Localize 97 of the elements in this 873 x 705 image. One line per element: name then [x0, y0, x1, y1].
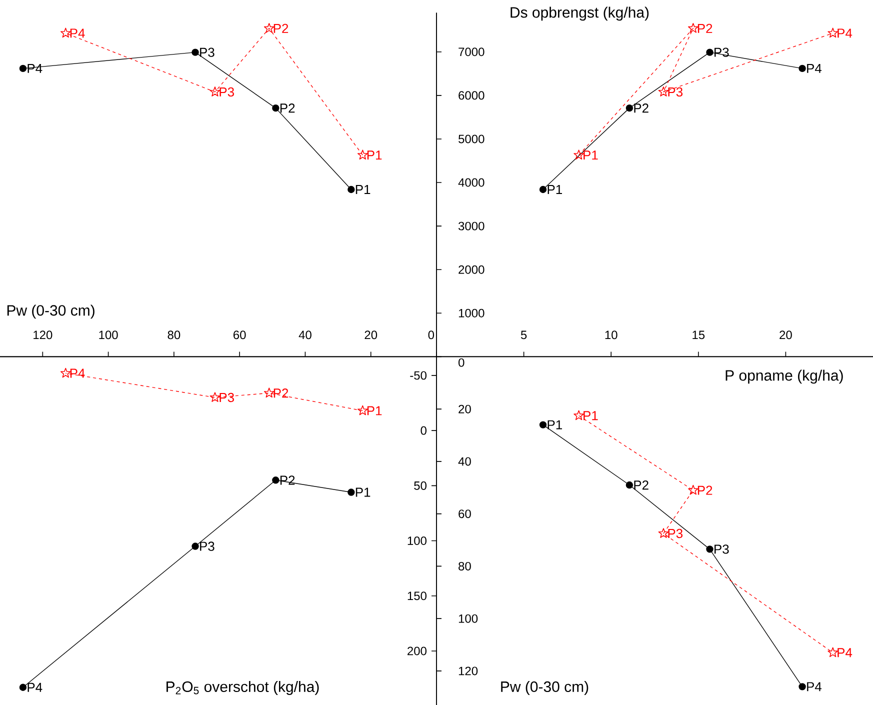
- y-axis-title: P$_{2}$O$_{5}$ overschot (kg/ha): [166, 681, 319, 695]
- point: [192, 48, 199, 56]
- annotation: P1: [367, 150, 382, 160]
- y-tick-label: 3000: [458, 222, 484, 230]
- point: [60, 368, 71, 378]
- point: [828, 28, 838, 38]
- y-tick-label: 50: [414, 481, 426, 490]
- point: [658, 86, 669, 96]
- annotation: P2: [280, 104, 295, 113]
- annotation: P2: [634, 104, 648, 113]
- x-axis-title: Pw (0-30 cm): [7, 304, 94, 319]
- x-tick-label: 15: [692, 330, 705, 340]
- point: [348, 186, 355, 194]
- annotation: P3: [668, 528, 683, 538]
- point: [264, 388, 274, 398]
- annotation: P1: [548, 420, 562, 430]
- point: [539, 186, 547, 194]
- annotation: P4: [28, 682, 42, 692]
- point: [626, 104, 634, 112]
- point: [798, 683, 806, 690]
- annotation: P2: [698, 486, 712, 495]
- y-tick-label: 100: [458, 614, 478, 623]
- y-tick-label: 150: [408, 592, 426, 600]
- annotation: P4: [70, 28, 85, 38]
- y-tick-label: -50: [410, 371, 426, 380]
- y-tick-label: 4000: [458, 178, 484, 187]
- point: [626, 481, 634, 489]
- x-tick-label: 80: [168, 330, 180, 340]
- x-tick-label: 20: [780, 330, 792, 340]
- y-tick-label: 40: [458, 457, 471, 466]
- point: [60, 28, 71, 38]
- y-tick-label: 120: [458, 666, 478, 676]
- point: [264, 22, 274, 33]
- point: [358, 405, 368, 416]
- y-tick-label: 2000: [458, 265, 484, 274]
- annotation: P2: [274, 24, 288, 33]
- point: [688, 484, 698, 495]
- point: [19, 64, 27, 72]
- y-tick-label: 200: [408, 646, 426, 656]
- x-tick-label: 120: [34, 330, 52, 340]
- y-tick-label: 6000: [458, 91, 484, 100]
- x-tick-label: 40: [298, 330, 312, 340]
- point: [192, 542, 199, 550]
- annotation: P1: [356, 185, 370, 194]
- x-tick-label: 10: [605, 330, 618, 340]
- point: [348, 488, 355, 496]
- annotation: P3: [200, 542, 214, 551]
- y-axis-title: Pw (0-30 cm): [501, 681, 588, 695]
- annotation: P3: [714, 544, 729, 554]
- point: [574, 150, 584, 160]
- annotation: P2: [634, 480, 648, 490]
- annotation: P4: [838, 648, 852, 658]
- annotation: P4: [838, 28, 852, 38]
- y-tick-label: 5000: [458, 134, 484, 144]
- y-tick-label: 100: [408, 536, 426, 546]
- annotation: P1: [548, 185, 562, 194]
- y-tick-label: 1000: [458, 308, 484, 318]
- x-tick-label: 100: [99, 330, 118, 340]
- point: [19, 684, 27, 691]
- annotation: P4: [807, 64, 822, 73]
- annotation: P3: [220, 87, 234, 97]
- annotation: P2: [698, 24, 712, 33]
- annotation: P2: [274, 388, 288, 398]
- annotation: P1: [356, 488, 370, 497]
- point: [706, 546, 714, 553]
- y-tick-label: 80: [458, 562, 471, 570]
- x-axis-title: P opname (kg/ha): [726, 370, 843, 384]
- annotation: P3: [668, 87, 683, 97]
- point: [828, 647, 838, 658]
- x-tick-label: 60: [234, 330, 246, 340]
- point: [210, 86, 220, 96]
- y-axis-title: Ds opbrengst (kg/ha): [510, 6, 649, 21]
- annotation: P4: [70, 368, 85, 378]
- point: [658, 528, 669, 538]
- y-tick-label: 0: [420, 426, 427, 435]
- y-tick-label: 0: [458, 358, 464, 367]
- annotation: P1: [584, 150, 598, 160]
- annotation: P4: [807, 682, 822, 692]
- annotation: P3: [200, 48, 214, 57]
- point: [688, 22, 698, 33]
- x-tick-label: 5: [520, 330, 527, 340]
- point: [539, 421, 547, 428]
- point: [210, 392, 220, 402]
- point: [574, 410, 584, 420]
- x-tick-label: 20: [364, 330, 378, 340]
- point: [272, 476, 280, 484]
- point: [798, 64, 806, 72]
- annotation: P3: [220, 392, 234, 402]
- y-tick-label: 20: [458, 404, 471, 414]
- x-tick-label: 0: [428, 330, 434, 340]
- annotation: P1: [367, 406, 382, 416]
- y-tick-label: 60: [458, 510, 471, 518]
- annotation: P1: [584, 411, 598, 420]
- point: [706, 48, 714, 56]
- point: [272, 104, 280, 112]
- point: [358, 150, 368, 160]
- y-tick-label: 7000: [458, 48, 484, 56]
